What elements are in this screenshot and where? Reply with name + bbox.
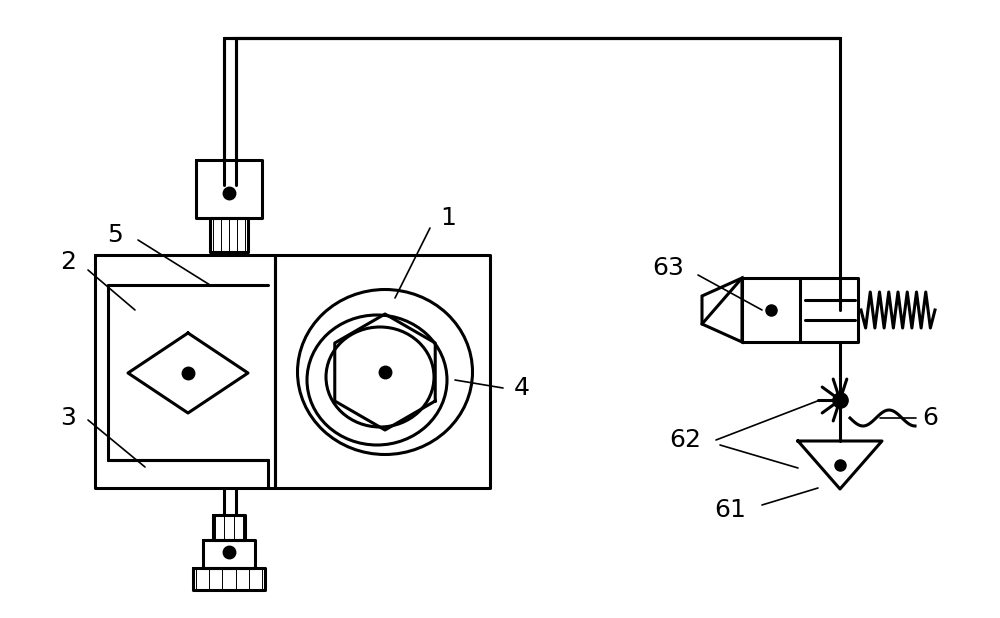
Text: 61: 61	[714, 498, 746, 522]
Text: 62: 62	[669, 428, 701, 452]
Text: 1: 1	[440, 206, 456, 230]
Text: 6: 6	[922, 406, 938, 430]
Text: 5: 5	[107, 223, 123, 247]
Text: 3: 3	[60, 406, 76, 430]
Text: 2: 2	[60, 250, 76, 274]
Text: 4: 4	[514, 376, 530, 400]
Text: 63: 63	[652, 256, 684, 280]
